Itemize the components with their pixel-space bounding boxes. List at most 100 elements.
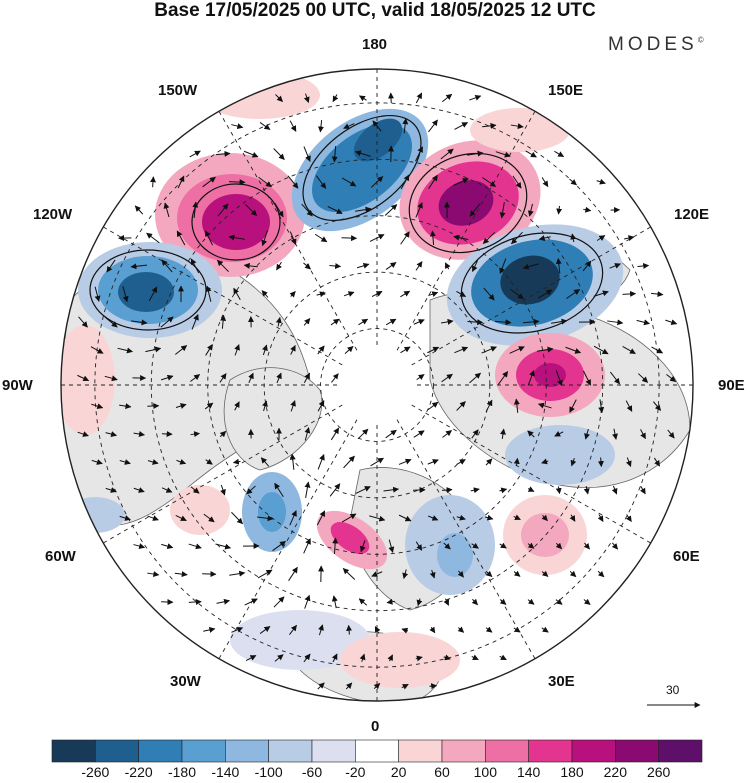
colorbar-tick-label: 60: [434, 764, 450, 780]
wind-arrow: [441, 487, 453, 494]
wind-arrow: [276, 372, 282, 384]
wind-arrow: [554, 431, 564, 437]
meridian-line: [396, 111, 536, 351]
wind-arrow: [288, 566, 298, 581]
wind-arrow: [400, 231, 410, 245]
colorbar: [51, 739, 703, 763]
wind-arrow: [275, 94, 283, 102]
wind-arrow: [482, 177, 497, 187]
meridian-line: [411, 404, 651, 544]
wind-arrow: [402, 118, 409, 134]
wind-arrow: [343, 123, 355, 129]
wind-arrow: [147, 515, 159, 521]
wind-arrow: [651, 346, 664, 354]
meridian-line: [218, 419, 358, 659]
wind-arrow: [525, 150, 537, 158]
wind-arrow: [261, 290, 269, 298]
wind-arrow: [388, 539, 395, 553]
wind-arrow: [317, 682, 325, 690]
wind-arrow: [274, 202, 284, 218]
wind-arrow: [329, 483, 341, 497]
wind-arrow: [331, 595, 338, 609]
colorbar-tick-label: 180: [560, 764, 584, 780]
wind-arrow: [133, 431, 145, 437]
wind-arrow: [244, 598, 258, 606]
wind-arrow: [428, 174, 438, 189]
wind-arrow: [149, 176, 156, 188]
wind-arrow: [331, 145, 338, 163]
wind-arrow: [369, 234, 385, 242]
wind-arrow: [527, 203, 534, 217]
wind-arrow: [327, 206, 343, 214]
wind-arrow: [330, 318, 340, 326]
wind-arrow: [625, 400, 633, 412]
wind-arrow: [160, 316, 174, 328]
wind-arrow: [402, 569, 409, 580]
wind-arrow: [374, 626, 381, 634]
wind-arrow: [290, 344, 296, 355]
wind-arrow: [482, 122, 497, 129]
wind-arrow: [622, 290, 637, 297]
anomaly-neg-70e: [505, 425, 615, 485]
colorbar-tick-label: 100: [473, 764, 498, 780]
wind-arrow: [260, 457, 270, 467]
wind-arrow: [415, 92, 423, 104]
wind-arrow: [387, 654, 393, 662]
wind-arrow: [596, 235, 606, 241]
wind-arrow: [467, 150, 484, 157]
wind-arrow: [555, 257, 562, 274]
wind-arrow: [303, 372, 311, 384]
wind-arrow: [228, 179, 246, 186]
wind-arrow: [133, 487, 145, 493]
wind-arrow: [453, 178, 469, 186]
wind-arrow: [569, 178, 577, 186]
wind-arrow: [541, 514, 548, 522]
wind-arrow: [372, 120, 382, 132]
wind-arrow: [192, 201, 199, 219]
wind-arrow: [495, 151, 511, 158]
wind-arrow: [667, 429, 675, 439]
lon-label-180: 180: [362, 36, 388, 53]
wind-arrow: [371, 571, 383, 577]
wind-arrow: [527, 486, 535, 492]
wind-arrow: [77, 431, 89, 437]
wind-arrow: [341, 235, 358, 242]
wind-arrow: [117, 347, 133, 354]
wind-arrow: [202, 176, 216, 188]
map-title: Base 17/05/2025 00 UTC, valid 18/05/2025…: [154, 0, 596, 21]
wind-arrow: [216, 150, 231, 157]
wind-arrow: [231, 511, 243, 525]
wind-arrow: [106, 259, 116, 273]
wind-arrow: [259, 122, 271, 130]
wind-arrow: [258, 176, 272, 188]
wind-arrow: [537, 402, 552, 409]
wind-arrow: [91, 403, 104, 410]
wind-arrow: [219, 430, 227, 438]
wind-arrow: [262, 400, 268, 412]
colorbar-swatch: [615, 739, 659, 763]
wind-arrow: [234, 344, 240, 356]
wind-arrow: [511, 231, 523, 245]
wind-arrow: [130, 263, 148, 270]
wind-arrow: [175, 514, 187, 522]
wind-arrow: [371, 290, 383, 298]
wind-arrow: [510, 288, 524, 300]
wind-arrow: [228, 234, 245, 241]
wind-arrow: [415, 202, 423, 218]
wind-arrow: [494, 319, 512, 326]
reference-vector-label: 30: [666, 683, 680, 697]
wind-arrow: [456, 290, 467, 298]
wind-arrow: [216, 598, 231, 605]
wind-arrow: [314, 233, 328, 243]
wind-arrow: [359, 540, 366, 553]
colorbar-tick-label: -100: [254, 764, 283, 780]
wind-arrow: [471, 654, 479, 661]
wind-arrow: [666, 374, 677, 382]
wind-arrow: [234, 401, 240, 411]
wind-arrow: [202, 571, 217, 578]
wind-arrow: [204, 230, 214, 246]
wind-arrow: [611, 485, 618, 495]
anomaly-pos-top-right: [470, 108, 570, 152]
wind-arrow: [570, 458, 577, 467]
wind-arrow: [177, 175, 185, 189]
